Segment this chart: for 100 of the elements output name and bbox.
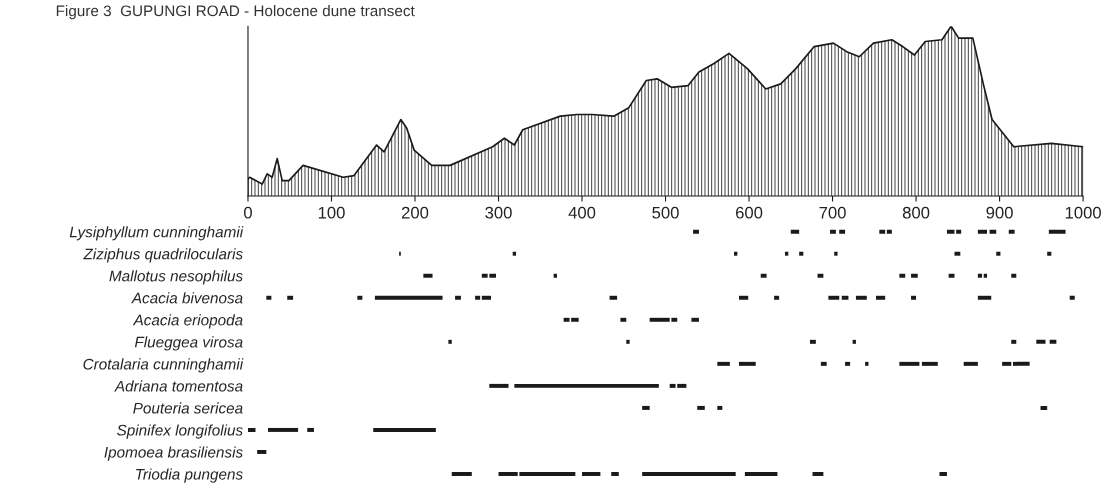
bar xyxy=(481,295,491,300)
bar xyxy=(784,251,789,256)
bar xyxy=(1002,361,1012,366)
x-tick-label: 400 xyxy=(568,206,596,219)
bar xyxy=(812,472,824,476)
bar xyxy=(911,273,918,278)
bar xyxy=(697,405,705,410)
bar xyxy=(691,317,699,322)
y-tick-label: Acacia eriopoda xyxy=(132,314,243,329)
bar xyxy=(939,472,947,476)
bar xyxy=(373,427,436,432)
x-tick-label: 900 xyxy=(986,206,1013,219)
bar xyxy=(830,229,836,234)
bar xyxy=(828,295,840,300)
bar xyxy=(1036,339,1046,344)
y-tick-label: Pouteria sericea xyxy=(133,402,243,414)
bar xyxy=(247,427,256,432)
bar xyxy=(875,295,886,300)
bar xyxy=(307,427,314,432)
x-tick-label: 600 xyxy=(735,206,763,219)
bar xyxy=(571,317,579,322)
y-tick-label: Triodia pungens xyxy=(136,468,243,483)
y-tick-label: Mallotus nesophilus xyxy=(109,270,243,285)
bar xyxy=(357,295,363,300)
bar xyxy=(287,295,294,300)
bar xyxy=(841,295,849,300)
bar xyxy=(1012,361,1030,366)
bar xyxy=(977,295,992,300)
bar xyxy=(609,295,618,300)
bar xyxy=(448,339,452,344)
bar xyxy=(268,427,299,432)
bar xyxy=(946,229,955,234)
bar xyxy=(514,383,659,388)
bar xyxy=(374,295,443,300)
bar xyxy=(642,405,650,410)
y-tick-label: Spinifex longifolius xyxy=(117,424,243,439)
bar xyxy=(879,229,886,234)
bar xyxy=(1069,295,1075,300)
bar xyxy=(921,361,938,366)
bar xyxy=(1011,273,1017,278)
bar xyxy=(717,405,723,410)
bar xyxy=(475,295,481,300)
bar xyxy=(834,251,838,256)
bar xyxy=(1047,251,1052,256)
bar xyxy=(865,361,869,366)
y-tick-label: Ziziphus quadrilocularis xyxy=(83,248,243,263)
bar xyxy=(996,251,1001,256)
bar xyxy=(956,229,962,234)
x-tick-label: 0 xyxy=(243,206,252,219)
bar xyxy=(257,449,267,454)
bar xyxy=(977,229,988,234)
bar xyxy=(1040,405,1048,410)
y-tick-label: Ipomoea brasiliensis xyxy=(104,446,243,461)
bar xyxy=(739,295,749,300)
bar xyxy=(977,273,983,278)
bar xyxy=(451,472,472,476)
bar xyxy=(553,273,557,278)
bar xyxy=(899,273,906,278)
bar xyxy=(899,361,920,366)
x-tick-label: 200 xyxy=(401,206,429,219)
bar xyxy=(1048,229,1066,234)
y-tick-label: Adriana tomentosa xyxy=(114,380,243,392)
bar xyxy=(582,472,601,476)
bar xyxy=(423,273,433,278)
bar xyxy=(983,273,988,278)
bar xyxy=(611,472,619,476)
x-tick-label: 800 xyxy=(902,206,930,219)
chart-title: Figure 3 GUPUNGI ROAD - Holocene dune transect xyxy=(56,5,415,20)
bar xyxy=(489,383,509,388)
bar xyxy=(512,251,517,256)
bar xyxy=(886,229,892,234)
bar xyxy=(963,361,978,366)
x-tick-label: 100 xyxy=(318,206,345,219)
bar xyxy=(1049,339,1057,344)
x-tick-label: 1000 xyxy=(1065,206,1101,219)
bar xyxy=(845,361,851,366)
y-tick-label: Flueggea virosa xyxy=(134,336,243,351)
bar xyxy=(734,251,738,256)
bar xyxy=(852,339,856,344)
bar xyxy=(717,361,730,366)
bar xyxy=(642,472,736,476)
y-tick-label: Crotalaria cunninghamii xyxy=(83,358,244,373)
y-tick-label: Acacia bivenosa xyxy=(131,292,243,304)
bar xyxy=(744,472,778,476)
bar xyxy=(989,229,997,234)
x-tick-label: 300 xyxy=(485,206,512,219)
bar xyxy=(266,295,272,300)
x-tick-label: 700 xyxy=(819,206,846,219)
bar xyxy=(620,317,627,322)
bar xyxy=(455,295,461,300)
bar xyxy=(820,361,827,366)
bar xyxy=(693,229,699,234)
bar xyxy=(790,229,800,234)
bar xyxy=(810,339,816,344)
bar xyxy=(739,361,756,366)
bar xyxy=(839,229,846,234)
bar xyxy=(911,295,917,300)
y-tick-label: Lysiphyllum cunninghamii xyxy=(69,226,244,241)
bar xyxy=(799,251,804,256)
bar xyxy=(855,295,867,300)
